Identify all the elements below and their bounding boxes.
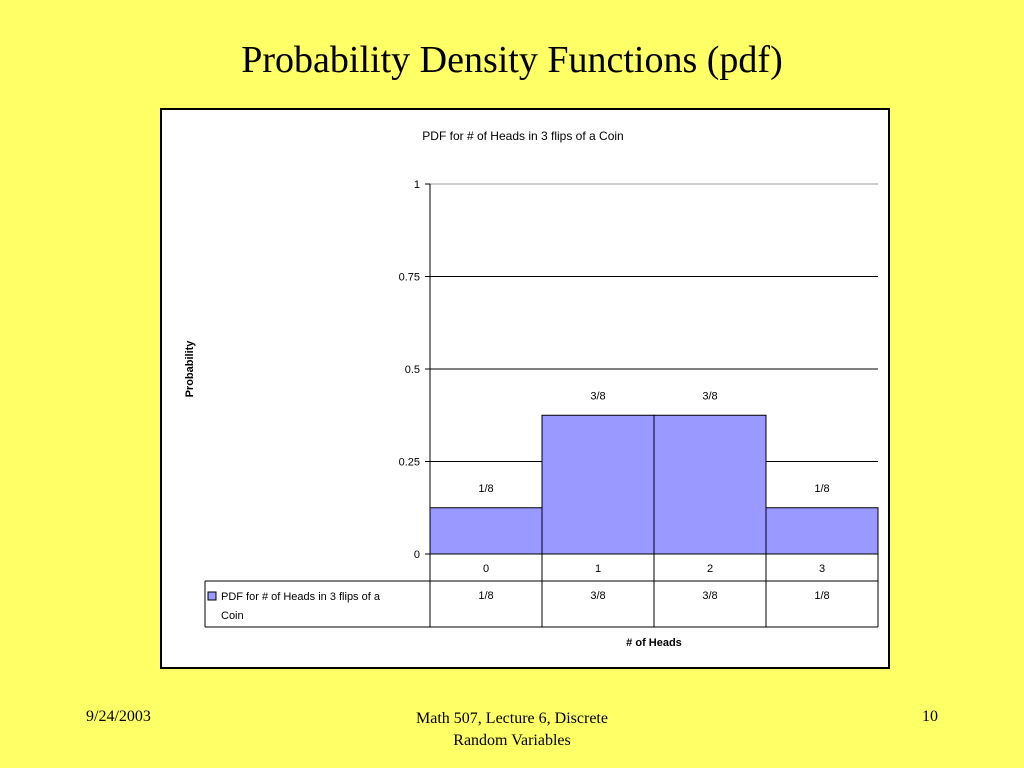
bar-data-label: 3/8 xyxy=(590,390,605,402)
y-tick-label: 1 xyxy=(414,179,420,191)
footer-page-number: 10 xyxy=(922,708,938,725)
bar-data-label: 1/8 xyxy=(478,483,493,495)
y-tick-label: 0.25 xyxy=(399,457,420,469)
pdf-bar-chart: PDF for # of Heads in 3 flips of a Coin 0… xyxy=(184,129,879,649)
x-axis-title: # of Heads xyxy=(626,637,682,649)
x-category-label: 2 xyxy=(707,563,713,575)
bar xyxy=(541,414,655,555)
legend-label: PDF for # of Heads in 3 flips of a xyxy=(221,591,381,603)
footer-course-line1: Math 507, Lecture 6, Discrete xyxy=(416,710,608,727)
footer-date: 9/24/2003 xyxy=(86,708,151,725)
chart-title: PDF for # of Heads in 3 flips of a Coin xyxy=(422,129,623,143)
footer-course-line2: Random Variables xyxy=(453,732,571,749)
table-value: 3/8 xyxy=(590,590,605,602)
table-value: 1/8 xyxy=(478,590,493,602)
footer-course: Math 507, Lecture 6, Discrete Random Var… xyxy=(0,708,1024,752)
legend-label: Coin xyxy=(221,610,244,622)
bar xyxy=(429,507,543,555)
slide-title: Probability Density Functions (pdf) xyxy=(241,39,783,81)
legend-key xyxy=(207,591,217,601)
bar xyxy=(653,414,767,555)
y-tick-label: 0.5 xyxy=(405,364,420,376)
table-value: 3/8 xyxy=(702,590,717,602)
y-tick-label: 0 xyxy=(414,549,420,561)
bar xyxy=(765,507,879,555)
x-category-label: 0 xyxy=(483,563,489,575)
y-axis-title: Probability xyxy=(184,340,196,398)
x-category-label: 1 xyxy=(595,563,601,575)
y-tick-label: 0.75 xyxy=(399,272,420,284)
chart-frame: PDF for # of Heads in 3 flips of a Coin 0… xyxy=(160,108,890,669)
bar-data-label: 3/8 xyxy=(702,390,717,402)
x-category-label: 3 xyxy=(819,563,825,575)
bar-data-label: 1/8 xyxy=(814,483,829,495)
table-value: 1/8 xyxy=(814,590,829,602)
